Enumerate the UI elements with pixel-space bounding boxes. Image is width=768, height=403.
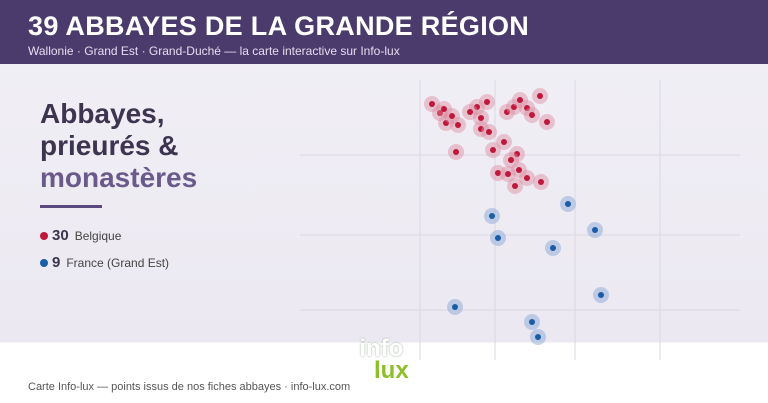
abbey-dot — [598, 292, 604, 298]
abbey-dot — [495, 235, 501, 241]
legend-count: 9 — [52, 254, 61, 271]
abbey-dot — [474, 104, 480, 110]
abbey-dot — [550, 245, 556, 251]
abbey-dot — [449, 113, 455, 119]
abbey-dot — [429, 101, 435, 107]
abbey-dot — [505, 171, 511, 177]
divider — [40, 205, 102, 208]
abbey-dot — [504, 109, 510, 115]
abbey-dot — [455, 122, 461, 128]
legend-item: 30 Belgique — [40, 227, 121, 244]
abbey-dot — [538, 179, 544, 185]
abbey-dot — [467, 109, 473, 115]
headline: Abbayes, — [40, 98, 165, 129]
abbey-dot — [511, 104, 517, 110]
title: 39 ABBAYES DE LA GRANDE RÉGION — [28, 11, 530, 41]
abbey-dot — [529, 112, 535, 118]
abbey-dot — [490, 147, 496, 153]
headline: monastères — [40, 162, 198, 193]
abbey-dot — [517, 97, 523, 103]
abbey-dot — [453, 149, 459, 155]
abbey-dot — [592, 227, 598, 233]
footer: Carte Info-lux — points issus de nos fic… — [28, 381, 351, 393]
logo-top: info — [359, 335, 404, 362]
abbey-dot — [544, 119, 550, 125]
abbey-dot — [514, 151, 520, 157]
abbey-dot — [512, 183, 518, 189]
header: 39 ABBAYES DE LA GRANDE RÉGION Wallonie … — [0, 0, 768, 64]
abbey-dot — [524, 105, 530, 111]
legend-label: Belgique — [74, 229, 122, 243]
abbey-dot — [437, 110, 443, 116]
abbey-dot — [441, 106, 447, 112]
legend-label: France (Grand Est) — [66, 256, 170, 270]
abbey-dot — [478, 126, 484, 132]
abbey-dot — [537, 93, 543, 99]
legend-count: 30 — [52, 227, 69, 244]
logo-bottom: lux — [374, 357, 409, 384]
abbey-dot — [486, 129, 492, 135]
abbey-dot — [452, 304, 458, 310]
abbey-dot — [495, 170, 501, 176]
abbey-dot — [516, 167, 522, 173]
abbey-dot — [535, 334, 541, 340]
abbey-dot — [443, 120, 449, 126]
abbey-dot — [501, 139, 507, 145]
abbey-dot — [478, 115, 484, 121]
abbey-dot — [484, 99, 490, 105]
headline: prieurés & — [40, 130, 179, 161]
subtitle: Wallonie · Grand Est · Grand-Duché — la … — [28, 44, 400, 58]
legend-item: 9 France (Grand Est) — [40, 254, 169, 271]
abbey-dot — [489, 213, 495, 219]
logo: info lux — [354, 335, 409, 384]
abbey-dot — [565, 201, 571, 207]
abbey-dot — [524, 175, 530, 181]
abbey-dot — [529, 319, 535, 325]
abbey-dot — [508, 157, 514, 163]
